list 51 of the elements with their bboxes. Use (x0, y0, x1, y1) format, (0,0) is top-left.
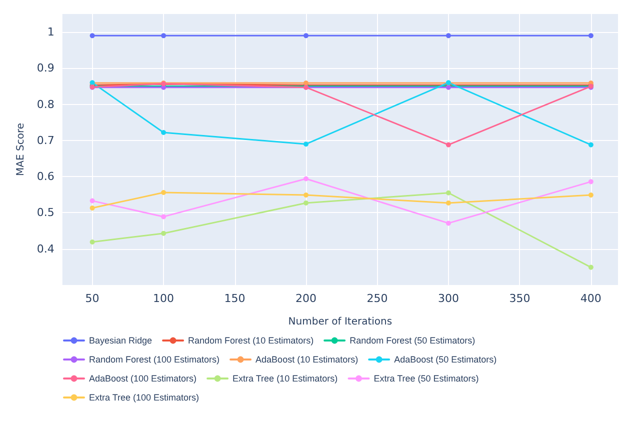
point (446, 200, 451, 206)
point (304, 192, 309, 198)
legend-label: Extra Tree (50 Estimators) (374, 374, 479, 384)
point (588, 264, 594, 270)
point (588, 33, 594, 38)
point (588, 142, 594, 148)
y-tick-label: 0.5 (36, 206, 54, 220)
y-tick-label: 0.4 (36, 242, 54, 256)
point (304, 142, 309, 147)
point (90, 198, 95, 204)
legend-label: Extra Tree (10 Estimators) (232, 374, 338, 384)
point (588, 192, 594, 198)
legend-label: Random Forest (100 Estimators) (89, 354, 220, 364)
point (161, 33, 166, 38)
legend-label: AdaBoost (10 Estimators) (256, 354, 358, 364)
x-axis-title: Number of Iterations (288, 316, 392, 328)
x-tick-label: 400 (580, 292, 602, 305)
legend-label: Random Forest (10 Estimators) (188, 336, 314, 346)
point (161, 190, 166, 195)
y-tick-label: 0.8 (36, 98, 54, 111)
y-tick-label: 0.6 (36, 170, 54, 184)
x-tick-label: 250 (366, 292, 388, 305)
legend-label: Bayesian Ridge (89, 336, 152, 346)
y-axis-title: MAE Score (16, 123, 26, 176)
y-tick-label: 0.9 (36, 62, 54, 75)
legend-label: AdaBoost (100 Estimators) (89, 374, 197, 384)
point (304, 33, 309, 38)
point (161, 130, 166, 136)
legend-label: Random Forest (50 Estimators) (350, 336, 476, 346)
point (304, 200, 309, 206)
point (90, 240, 95, 244)
point (161, 230, 166, 236)
point (446, 220, 451, 226)
point (446, 33, 451, 38)
point (446, 190, 451, 196)
legend-label: AdaBoost (50 Estimators) (394, 354, 497, 364)
point (304, 176, 309, 182)
legend-label: Extra Tree (100 Estimators) (89, 392, 200, 402)
x-tick-label: 100 (153, 292, 174, 305)
point (161, 214, 166, 220)
y-tick-label: 1 (47, 26, 54, 39)
x-tick-label: 350 (509, 292, 530, 305)
y-tick-label: 0.7 (36, 134, 54, 147)
x-tick-label: 300 (438, 292, 459, 305)
x-tick-label: 150 (224, 292, 246, 305)
point (90, 206, 95, 211)
point (90, 33, 95, 38)
x-tick-label: 200 (296, 292, 317, 305)
point (588, 179, 594, 184)
point (446, 142, 451, 148)
x-tick-label: 50 (85, 292, 100, 305)
